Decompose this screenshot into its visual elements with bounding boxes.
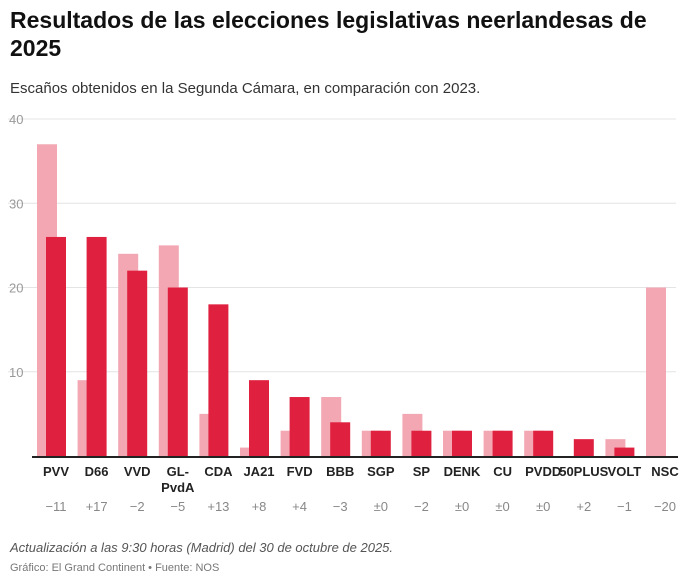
change-label: −2 [130,499,145,514]
y-tick-label: 40 [9,112,23,127]
change-label: +4 [292,499,307,514]
chart-subtitle: Escaños obtenidos en la Segunda Cámara, … [10,80,481,97]
x-tick-label: 50PLUS [559,464,608,479]
x-tick-label: PvdA [161,480,195,495]
change-label: +2 [576,499,591,514]
change-label: ±0 [374,499,388,514]
x-tick-label: JA21 [243,464,274,479]
x-tick-label: SGP [367,464,395,479]
bar-2025 [573,439,594,456]
bar-2025 [127,270,148,456]
y-tick-label: 10 [9,365,23,380]
bar-2023 [646,287,666,456]
bar-2025 [330,422,351,456]
bar-2025 [289,397,310,456]
x-tick-label: SP [413,464,431,479]
source-note: Gráfico: El Grand Continent • Fuente: NO… [10,562,220,574]
change-label: −20 [654,499,676,514]
x-tick-label: VOLT [608,464,642,479]
x-tick-label: FVD [287,464,313,479]
x-tick-label: GL- [167,464,189,479]
x-tick-label: CU [493,464,512,479]
bar-2025 [167,287,188,456]
bar-2025 [492,430,513,456]
update-note: Actualización a las 9:30 horas (Madrid) … [10,540,394,555]
change-label: +13 [207,499,229,514]
x-tick-label: PVDD [525,464,561,479]
x-tick-label: BBB [326,464,354,479]
change-label: −1 [617,499,632,514]
change-label: −5 [170,499,185,514]
bar-2025 [533,430,554,456]
change-label: −3 [333,499,348,514]
bar-2025 [86,236,107,456]
change-label: −11 [45,499,66,514]
bar-2025 [249,380,269,456]
bar-2025 [614,447,635,456]
change-label: ±0 [536,499,550,514]
x-tick-label: CDA [204,464,233,479]
change-label: ±0 [495,499,509,514]
bar-2025 [46,236,66,456]
change-label: ±0 [455,499,469,514]
bar-2025 [411,430,432,456]
chart-title: Resultados de las elecciones legislativa… [10,7,647,61]
bar-2025 [208,304,229,456]
bar-2025 [370,430,391,456]
x-tick-label: PVV [43,464,69,479]
x-tick-label: D66 [85,464,109,479]
x-tick-label: VVD [124,464,151,479]
change-label: −2 [414,499,429,514]
change-label: +17 [86,499,108,514]
y-tick-label: 20 [9,281,23,296]
change-label: +8 [252,499,267,514]
x-tick-label: NSC [651,464,679,479]
x-tick-label: DENK [444,464,481,479]
y-tick-label: 30 [9,196,23,211]
bar-2025 [452,430,472,456]
